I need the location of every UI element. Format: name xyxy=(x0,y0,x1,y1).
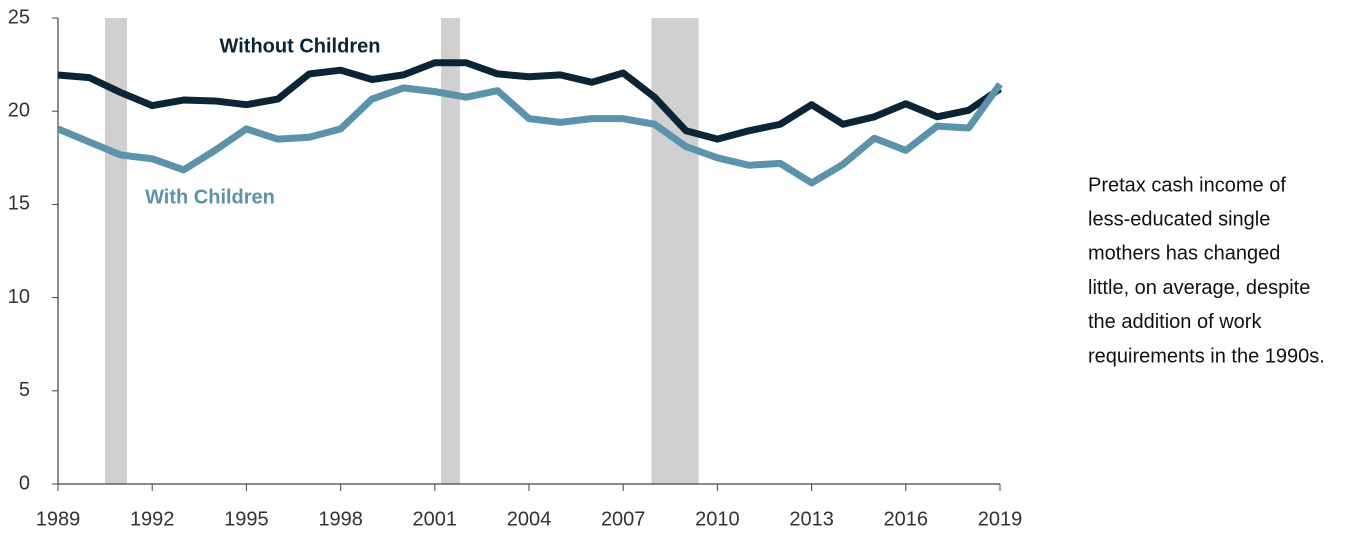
annotation-line: the addition of work xyxy=(1088,311,1262,333)
series-label: Without Children xyxy=(220,35,381,57)
x-tick-label: 2019 xyxy=(978,508,1023,530)
annotation-line: less-educated single xyxy=(1088,208,1270,230)
y-tick-label: 25 xyxy=(8,6,30,28)
annotation-line: mothers has changed xyxy=(1088,243,1280,265)
y-tick-label: 0 xyxy=(19,472,30,494)
x-tick-label: 1992 xyxy=(130,508,175,530)
x-tick-label: 1998 xyxy=(318,508,363,530)
annotation-line: little, on average, despite xyxy=(1088,277,1310,299)
y-tick-label: 20 xyxy=(8,99,30,121)
series-line xyxy=(56,82,1003,187)
series-label: With Children xyxy=(145,186,275,208)
y-tick-label: 10 xyxy=(8,286,30,308)
recession-band xyxy=(105,18,128,484)
x-tick-label: 2010 xyxy=(695,508,740,530)
x-tick-label: 1989 xyxy=(36,508,81,530)
x-tick-label: 2007 xyxy=(601,508,646,530)
x-tick-label: 2001 xyxy=(413,508,458,530)
series-line xyxy=(57,59,1002,143)
x-tick-label: 2013 xyxy=(789,508,834,530)
x-tick-label: 2004 xyxy=(507,508,552,530)
annotation-line: Pretax cash income of xyxy=(1088,174,1286,196)
recession-band xyxy=(441,18,460,484)
x-tick-label: 1995 xyxy=(224,508,269,530)
recession-band xyxy=(651,18,699,484)
y-tick-label: 5 xyxy=(19,379,30,401)
y-tick-label: 15 xyxy=(8,193,30,215)
annotation-line: requirements in the 1990s. xyxy=(1088,345,1325,367)
x-tick-label: 2016 xyxy=(884,508,929,530)
